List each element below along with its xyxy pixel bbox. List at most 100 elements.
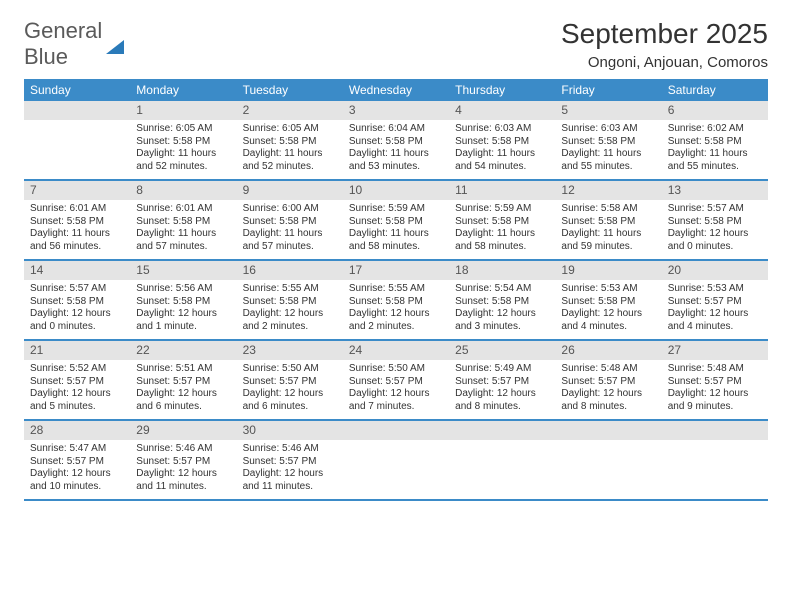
- day-line-dl1: Daylight: 11 hours: [243, 148, 337, 161]
- day-line-dl1: Daylight: 11 hours: [561, 148, 655, 161]
- day-line-sr: Sunrise: 5:57 AM: [668, 203, 762, 216]
- day-number: 2: [237, 101, 343, 120]
- day-cell: [24, 101, 130, 179]
- day-line-dl1: Daylight: 11 hours: [561, 228, 655, 241]
- day-line-sr: Sunrise: 6:03 AM: [561, 123, 655, 136]
- day-line-ss: Sunset: 5:58 PM: [349, 216, 443, 229]
- day-cell: [662, 421, 768, 499]
- day-body: Sunrise: 5:54 AMSunset: 5:58 PMDaylight:…: [449, 280, 555, 339]
- day-line-ss: Sunset: 5:58 PM: [455, 296, 549, 309]
- day-line-dl2: and 4 minutes.: [561, 321, 655, 334]
- day-cell: [555, 421, 661, 499]
- day-line-dl2: and 54 minutes.: [455, 161, 549, 174]
- day-line-dl1: Daylight: 12 hours: [243, 308, 337, 321]
- day-body: Sunrise: 5:53 AMSunset: 5:57 PMDaylight:…: [662, 280, 768, 339]
- day-number: 23: [237, 341, 343, 360]
- day-line-ss: Sunset: 5:57 PM: [30, 456, 124, 469]
- day-cell: 30Sunrise: 5:46 AMSunset: 5:57 PMDayligh…: [237, 421, 343, 499]
- day-line-dl1: Daylight: 11 hours: [455, 228, 549, 241]
- day-cell: 6Sunrise: 6:02 AMSunset: 5:58 PMDaylight…: [662, 101, 768, 179]
- weekday-header: Saturday: [662, 79, 768, 101]
- day-number: [555, 421, 661, 440]
- day-line-ss: Sunset: 5:57 PM: [455, 376, 549, 389]
- day-number: 26: [555, 341, 661, 360]
- day-cell: 28Sunrise: 5:47 AMSunset: 5:57 PMDayligh…: [24, 421, 130, 499]
- day-number: 6: [662, 101, 768, 120]
- weekday-header: Monday: [130, 79, 236, 101]
- day-cell: [449, 421, 555, 499]
- day-body: Sunrise: 5:59 AMSunset: 5:58 PMDaylight:…: [449, 200, 555, 259]
- day-body: Sunrise: 5:50 AMSunset: 5:57 PMDaylight:…: [343, 360, 449, 419]
- day-line-ss: Sunset: 5:57 PM: [561, 376, 655, 389]
- day-cell: 9Sunrise: 6:00 AMSunset: 5:58 PMDaylight…: [237, 181, 343, 259]
- day-line-ss: Sunset: 5:57 PM: [243, 376, 337, 389]
- day-line-sr: Sunrise: 6:05 AM: [136, 123, 230, 136]
- day-cell: 27Sunrise: 5:48 AMSunset: 5:57 PMDayligh…: [662, 341, 768, 419]
- day-cell: 2Sunrise: 6:05 AMSunset: 5:58 PMDaylight…: [237, 101, 343, 179]
- day-line-sr: Sunrise: 5:59 AM: [349, 203, 443, 216]
- day-line-ss: Sunset: 5:58 PM: [561, 136, 655, 149]
- sail-icon: [106, 40, 124, 54]
- day-line-dl2: and 9 minutes.: [668, 401, 762, 414]
- day-line-sr: Sunrise: 5:50 AM: [243, 363, 337, 376]
- day-line-ss: Sunset: 5:57 PM: [243, 456, 337, 469]
- day-cell: 10Sunrise: 5:59 AMSunset: 5:58 PMDayligh…: [343, 181, 449, 259]
- day-number: 24: [343, 341, 449, 360]
- day-line-dl2: and 6 minutes.: [136, 401, 230, 414]
- day-number: 16: [237, 261, 343, 280]
- day-line-dl1: Daylight: 11 hours: [668, 148, 762, 161]
- day-line-ss: Sunset: 5:58 PM: [668, 216, 762, 229]
- day-line-sr: Sunrise: 6:05 AM: [243, 123, 337, 136]
- title-block: September 2025 Ongoni, Anjouan, Comoros: [561, 18, 768, 71]
- day-line-sr: Sunrise: 5:50 AM: [349, 363, 443, 376]
- calendar-week: 7Sunrise: 6:01 AMSunset: 5:58 PMDaylight…: [24, 181, 768, 261]
- day-body: Sunrise: 5:46 AMSunset: 5:57 PMDaylight:…: [237, 440, 343, 499]
- day-line-dl1: Daylight: 11 hours: [136, 228, 230, 241]
- day-cell: 23Sunrise: 5:50 AMSunset: 5:57 PMDayligh…: [237, 341, 343, 419]
- day-line-dl2: and 2 minutes.: [243, 321, 337, 334]
- day-line-dl2: and 57 minutes.: [136, 241, 230, 254]
- day-number: 17: [343, 261, 449, 280]
- day-line-sr: Sunrise: 5:55 AM: [243, 283, 337, 296]
- day-cell: 26Sunrise: 5:48 AMSunset: 5:57 PMDayligh…: [555, 341, 661, 419]
- weekday-header: Sunday: [24, 79, 130, 101]
- day-line-dl2: and 8 minutes.: [455, 401, 549, 414]
- day-body: Sunrise: 5:47 AMSunset: 5:57 PMDaylight:…: [24, 440, 130, 499]
- day-cell: 24Sunrise: 5:50 AMSunset: 5:57 PMDayligh…: [343, 341, 449, 419]
- day-line-ss: Sunset: 5:57 PM: [349, 376, 443, 389]
- day-number: 18: [449, 261, 555, 280]
- day-line-dl1: Daylight: 12 hours: [561, 308, 655, 321]
- weekday-header: Wednesday: [343, 79, 449, 101]
- day-line-dl1: Daylight: 12 hours: [243, 468, 337, 481]
- day-line-dl1: Daylight: 12 hours: [136, 468, 230, 481]
- day-body: Sunrise: 5:52 AMSunset: 5:57 PMDaylight:…: [24, 360, 130, 419]
- day-body: Sunrise: 5:46 AMSunset: 5:57 PMDaylight:…: [130, 440, 236, 499]
- day-line-sr: Sunrise: 5:49 AM: [455, 363, 549, 376]
- day-number: 3: [343, 101, 449, 120]
- logo-text: General Blue: [24, 18, 102, 70]
- day-number: [24, 101, 130, 120]
- day-body: Sunrise: 6:03 AMSunset: 5:58 PMDaylight:…: [449, 120, 555, 179]
- day-cell: 29Sunrise: 5:46 AMSunset: 5:57 PMDayligh…: [130, 421, 236, 499]
- day-cell: 11Sunrise: 5:59 AMSunset: 5:58 PMDayligh…: [449, 181, 555, 259]
- day-cell: 15Sunrise: 5:56 AMSunset: 5:58 PMDayligh…: [130, 261, 236, 339]
- day-line-ss: Sunset: 5:58 PM: [455, 216, 549, 229]
- day-line-ss: Sunset: 5:58 PM: [136, 296, 230, 309]
- day-line-dl1: Daylight: 12 hours: [136, 388, 230, 401]
- day-number: 8: [130, 181, 236, 200]
- day-number: 20: [662, 261, 768, 280]
- day-line-dl2: and 59 minutes.: [561, 241, 655, 254]
- day-number: [343, 421, 449, 440]
- day-cell: 7Sunrise: 6:01 AMSunset: 5:58 PMDaylight…: [24, 181, 130, 259]
- day-line-dl2: and 56 minutes.: [30, 241, 124, 254]
- day-number: 27: [662, 341, 768, 360]
- day-number: 5: [555, 101, 661, 120]
- page-header: General Blue September 2025 Ongoni, Anjo…: [24, 18, 768, 71]
- day-line-sr: Sunrise: 5:56 AM: [136, 283, 230, 296]
- day-line-ss: Sunset: 5:58 PM: [561, 296, 655, 309]
- day-line-dl2: and 2 minutes.: [349, 321, 443, 334]
- day-line-dl2: and 58 minutes.: [455, 241, 549, 254]
- day-line-dl2: and 0 minutes.: [30, 321, 124, 334]
- day-line-dl2: and 4 minutes.: [668, 321, 762, 334]
- day-body: Sunrise: 6:00 AMSunset: 5:58 PMDaylight:…: [237, 200, 343, 259]
